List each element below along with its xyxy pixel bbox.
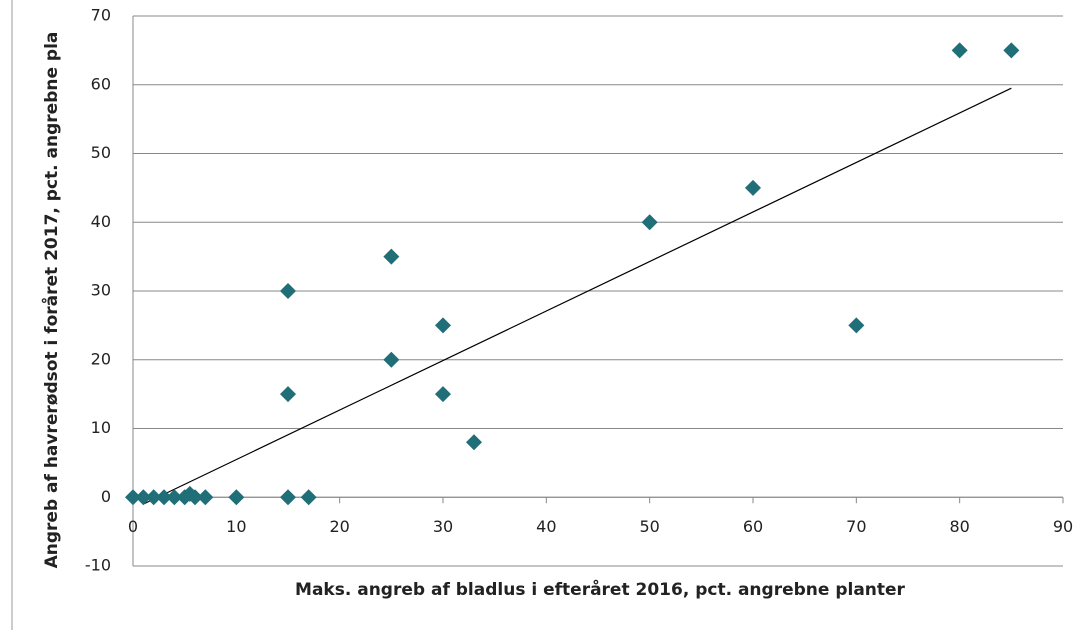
data-point [125,489,141,506]
data-point [145,489,162,506]
y-tick-label: 20 [91,349,111,368]
x-tick-label: 70 [846,517,866,536]
data-point [166,489,183,506]
data-point [383,351,400,368]
data-point [383,248,400,265]
data-point [951,42,968,59]
data-point [280,283,296,299]
data-point [435,317,451,334]
data-point [300,489,317,506]
x-tick-label: 80 [949,517,969,536]
data-point [641,214,658,231]
y-tick-label: 50 [91,143,111,162]
x-tick-label: 20 [329,517,349,536]
x-tick-label: 0 [128,517,138,536]
y-tick-label: -10 [85,556,111,575]
data-point [745,179,761,196]
x-tick-label: 40 [536,517,556,536]
x-tick-label: 50 [639,517,659,536]
data-point [1003,42,1020,59]
x-tick-label: 60 [743,517,763,536]
data-point [135,489,152,506]
y-tick-label: 60 [91,74,111,93]
y-tick-label: 30 [91,281,111,300]
y-tick-label: 10 [91,418,111,437]
y-tick-label: 70 [91,6,111,25]
data-point [228,489,245,506]
trendline [143,87,1012,505]
x-tick-label: 90 [1053,517,1073,536]
y-axis-label: Angreb af havrerødsot i foråret 2017, pc… [40,32,62,569]
data-point [466,434,482,451]
data-point [848,317,865,334]
data-point [280,386,296,403]
y-tick-label: 40 [91,212,111,231]
data-point [197,489,214,506]
x-tick-label: 10 [226,517,246,536]
x-tick-label: 30 [433,517,453,536]
data-point [435,386,451,403]
data-point [156,489,172,506]
data-point [187,489,203,506]
data-point [280,489,296,506]
y-tick-label: 0 [101,487,111,506]
x-axis-label: Maks. angreb af bladlus i efteråret 2016… [295,578,906,600]
